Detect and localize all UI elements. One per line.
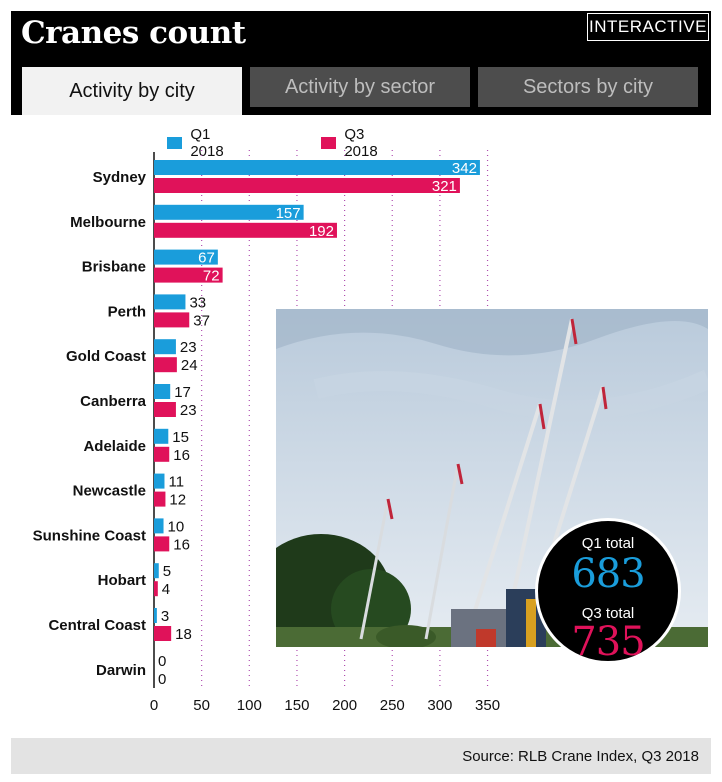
bar-q3: [154, 222, 337, 238]
category-label: Adelaide: [83, 438, 146, 455]
bar-q1: [154, 384, 171, 399]
x-tick-label: 250: [380, 697, 405, 714]
data-label: 3: [161, 608, 169, 625]
data-label: 24: [181, 357, 198, 374]
source-footer: Source: RLB Crane Index, Q3 2018: [11, 738, 711, 774]
bar-q1: [154, 294, 186, 310]
data-label: 18: [175, 626, 192, 643]
bar-q1: [154, 608, 157, 623]
bar-q3: [154, 491, 166, 507]
tab-sectors-by-city[interactable]: Sectors by city: [478, 67, 698, 107]
category-label: Sunshine Coast: [33, 527, 146, 544]
data-label: 342: [452, 160, 477, 177]
bar-chart: 0 50 100 150 200 250 300 350Sydney342321Melbour…: [33, 150, 500, 714]
bar-q1: [154, 473, 165, 489]
q1-total-value: 683: [571, 551, 645, 597]
data-label: 33: [189, 294, 206, 311]
x-tick-label: 50: [193, 697, 210, 714]
header-bar: Cranes count INTERACTIVE Activity by cit…: [11, 11, 711, 115]
bar-q1: [154, 204, 304, 220]
category-label: Central Coast: [48, 617, 146, 634]
totals-circle: Q1 total 683 Q3 total 735: [535, 518, 681, 665]
legend-label-q1: Q1 2018: [190, 126, 224, 160]
data-label: 0: [158, 653, 166, 670]
q3-total-value: 735: [571, 619, 645, 665]
bar-q3: [154, 178, 460, 193]
data-label: 15: [172, 429, 189, 446]
data-label: 16: [173, 536, 190, 553]
bar-q3: [154, 626, 172, 641]
data-label: 23: [180, 339, 197, 356]
category-label: Sydney: [93, 169, 147, 186]
data-label: 10: [168, 518, 185, 535]
data-label: 4: [162, 581, 170, 598]
bar-q3: [154, 536, 170, 552]
legend-swatch-q3: [321, 137, 337, 149]
x-tick-label: 100: [237, 697, 262, 714]
data-label: 0: [158, 671, 166, 688]
source-text: Source: RLB Crane Index, Q3 2018: [462, 747, 699, 765]
chart-title: Cranes count: [21, 15, 246, 51]
category-label: Gold Coast: [66, 348, 146, 365]
category-label: Newcastle: [73, 483, 146, 500]
bar-q3: [154, 267, 223, 283]
category-label: Perth: [108, 303, 146, 320]
data-label: 11: [168, 474, 184, 491]
data-label: 23: [180, 402, 197, 419]
q3-total-label: Q3 total: [581, 605, 635, 622]
q1-total-label: Q1 total: [581, 535, 635, 552]
bar-q1: [154, 339, 176, 355]
legend-item-q1: Q1 2018: [167, 126, 230, 160]
interactive-badge: INTERACTIVE: [587, 13, 709, 41]
legend-swatch-q1: [167, 137, 183, 149]
data-label: 5: [163, 563, 171, 580]
x-tick-label: 150: [284, 697, 309, 714]
data-label: 16: [173, 447, 190, 464]
data-label: 72: [203, 268, 220, 285]
bar-q3: [154, 402, 176, 417]
data-label: 157: [276, 205, 301, 222]
data-label: 12: [169, 492, 186, 509]
x-tick-label: 350: [475, 697, 500, 714]
tab-activity-by-sector[interactable]: Activity by sector: [250, 67, 470, 107]
bar-q1: [154, 249, 218, 265]
bar-q3: [154, 357, 177, 373]
data-label: 67: [198, 250, 215, 267]
category-label: Melbourne: [70, 214, 146, 231]
bar-q1: [154, 160, 480, 175]
x-tick-label: 0: [150, 697, 158, 714]
bar-q3: [154, 446, 170, 462]
data-label: 321: [432, 178, 457, 195]
x-tick-label: 200: [332, 697, 357, 714]
category-label: Hobart: [98, 572, 146, 589]
bar-q1: [154, 518, 164, 534]
bar-q1: [154, 428, 169, 444]
category-label: Darwin: [96, 662, 146, 679]
bar-q1: [154, 563, 159, 579]
legend-item-q3: Q3 2018: [321, 126, 384, 160]
data-label: 37: [193, 312, 210, 329]
bar-q3: [154, 312, 190, 328]
category-label: Canberra: [80, 393, 147, 410]
data-label: 192: [309, 223, 334, 240]
bar-q3: [154, 581, 158, 597]
tab-activity-by-city[interactable]: Activity by city: [22, 67, 242, 115]
category-label: Brisbane: [82, 259, 146, 276]
data-label: 17: [174, 384, 191, 401]
x-tick-label: 300: [427, 697, 452, 714]
legend-label-q3: Q3 2018: [344, 126, 378, 160]
